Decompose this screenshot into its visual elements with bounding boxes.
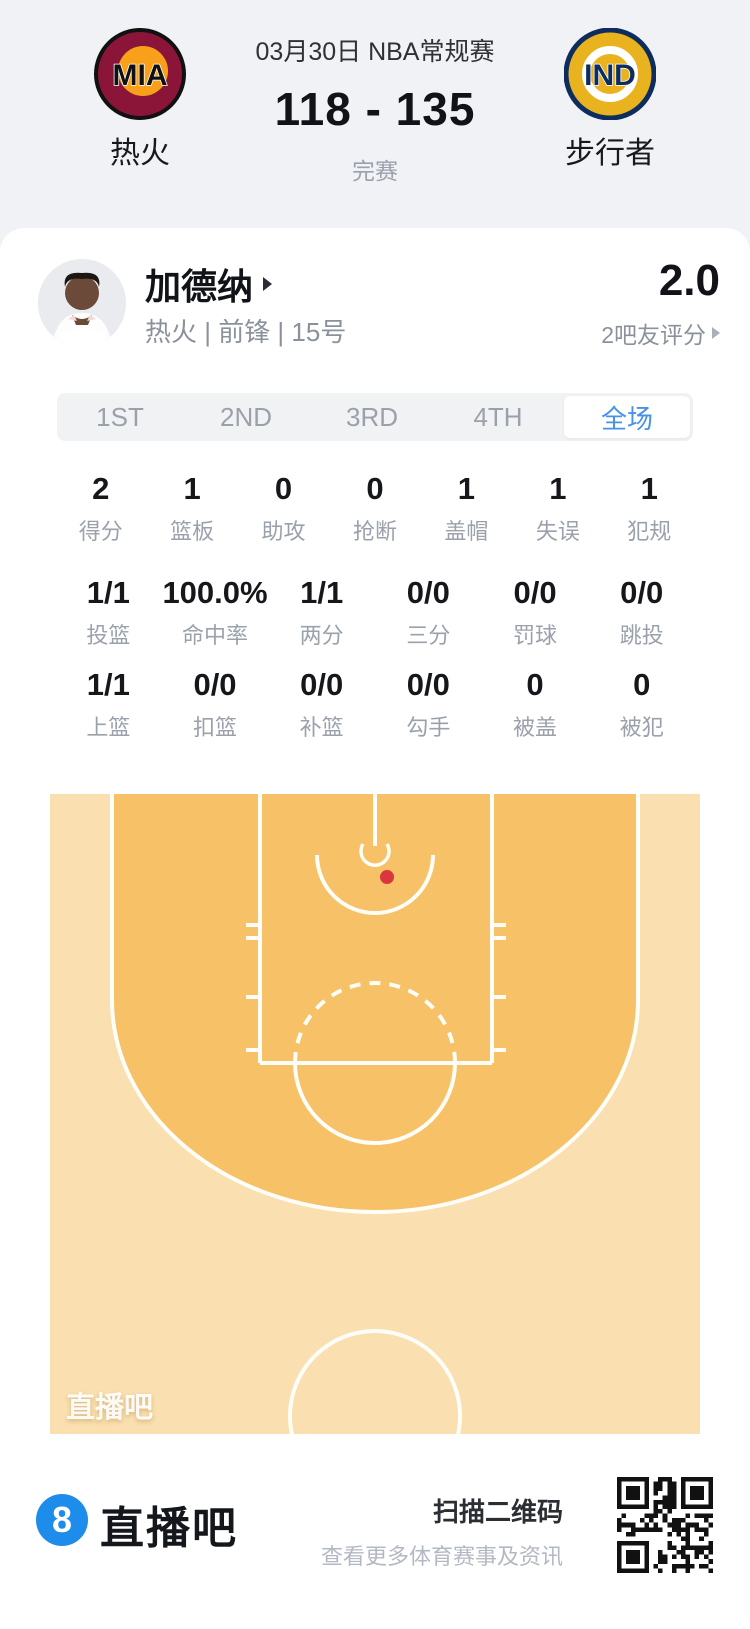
stat-points: 2 得分: [78, 471, 123, 545]
footer-brand: 直播吧: [100, 1504, 238, 1553]
shot-chart-court: [50, 794, 700, 1503]
match-date: 03月30日 NBA常规赛: [255, 38, 495, 66]
chevron-right-icon: [263, 277, 273, 291]
tab-full-game[interactable]: 全场: [564, 396, 690, 438]
stat-fg-pct: 100.0% 命中率: [162, 575, 268, 649]
team-away-logo: IND: [563, 27, 657, 121]
stat-layup: 1/1 上篮: [86, 667, 131, 741]
scan-subtitle: 查看更多体育赛事及资讯: [320, 1544, 563, 1569]
restricted-area-arc: [315, 854, 435, 915]
player-name: 加德纳: [145, 266, 254, 307]
qr-code-image: [617, 1477, 713, 1573]
match-header: 03月30日 NBA常规赛 118 - 135 完赛: [190, 32, 560, 186]
three-point-line: [110, 794, 640, 1214]
stat-ft: 0/0 罚球: [513, 575, 558, 649]
rating-label: 2吧友评分: [601, 316, 720, 350]
zhibo8-logo-icon: 8: [36, 1494, 88, 1546]
stat-row-shot-types: 1/1 上篮 0/0 扣篮 0/0 补篮 0/0 勾手 0 被盖 0 被犯: [55, 668, 695, 742]
lane-tick-marks: [246, 923, 506, 1052]
player-meta: 热火 | 前锋 | 15号: [145, 317, 347, 347]
player-name-link[interactable]: 加德纳: [145, 258, 273, 310]
free-throw-circle-solid: [293, 1062, 457, 1145]
qr-code: [608, 1468, 722, 1582]
stat-jumpshot: 0/0 跳投: [619, 575, 664, 649]
rating-value: 2.0: [658, 256, 720, 305]
court-svg: [50, 794, 700, 1503]
stat-fg: 1/1 投篮: [86, 575, 131, 649]
svg-text:MIA: MIA: [113, 59, 168, 92]
svg-text:IND: IND: [584, 59, 636, 92]
player-avatar[interactable]: [38, 259, 126, 347]
rating-block[interactable]: 2.0 2吧友评分: [601, 256, 720, 350]
stat-assists: 0 助攻: [261, 471, 306, 545]
match-status: 完赛: [352, 158, 398, 184]
match-score: 118 - 135: [274, 83, 476, 135]
shot-marker[interactable]: [380, 870, 394, 884]
stat-fouls: 1 犯规: [627, 471, 672, 545]
tab-4th[interactable]: 4TH: [473, 401, 523, 432]
team-home-name: 热火: [110, 137, 170, 170]
chevron-right-icon: [712, 327, 720, 339]
scan-title: 扫描二维码: [432, 1497, 563, 1527]
stat-3pt: 0/0 三分: [406, 575, 451, 649]
stat-row-basic: 2 得分 1 篮板 0 助攻 0 抢断 1 盖帽 1 失误 1 犯规: [55, 472, 695, 546]
player-photo: [38, 259, 126, 347]
stat-steals: 0 抢断: [352, 471, 397, 545]
stat-blocks: 1 盖帽: [444, 471, 489, 545]
team-away-name: 步行者: [565, 137, 655, 170]
tab-2nd[interactable]: 2ND: [219, 401, 272, 432]
tab-3rd[interactable]: 3RD: [345, 401, 398, 432]
team-away: IND 步行者: [525, 27, 695, 172]
rating-label-text: 2吧友评分: [601, 322, 706, 348]
stat-hook: 0/0 勾手: [406, 667, 451, 741]
stat-fouled: 0 被犯: [619, 667, 664, 741]
rim-icon: [359, 843, 391, 867]
team-home: MIA 热火: [55, 28, 225, 172]
stat-dunk: 0/0 扣篮: [193, 667, 238, 741]
court-inside-3pt: [112, 794, 638, 1212]
logo-digit: 8: [51, 1499, 73, 1540]
stat-blocked: 0 被盖: [513, 667, 558, 741]
team-home-logo: MIA: [94, 28, 186, 120]
quarter-tabbar: 1ST 2ND 3RD 4TH 全场: [57, 393, 693, 441]
mia-logo-icon: MIA: [94, 28, 186, 120]
scan-hint: 扫描二维码 查看更多体育赛事及资讯: [321, 1492, 563, 1571]
stat-putback: 0/0 补篮: [299, 667, 344, 741]
ind-logo-icon: IND: [563, 27, 657, 121]
stat-2pt: 1/1 两分: [299, 575, 344, 649]
stat-row-shooting: 1/1 投篮 100.0% 命中率 1/1 两分 0/0 三分 0/0 罚球 0/0 跳投: [55, 576, 695, 650]
stat-rebounds: 1 篮板: [170, 471, 215, 545]
free-throw-circle-dashed: [293, 981, 457, 1064]
court-watermark: 直播吧: [66, 1392, 154, 1424]
tab-1st[interactable]: 1ST: [96, 401, 144, 432]
stat-turnovers: 1 失误: [535, 471, 580, 545]
